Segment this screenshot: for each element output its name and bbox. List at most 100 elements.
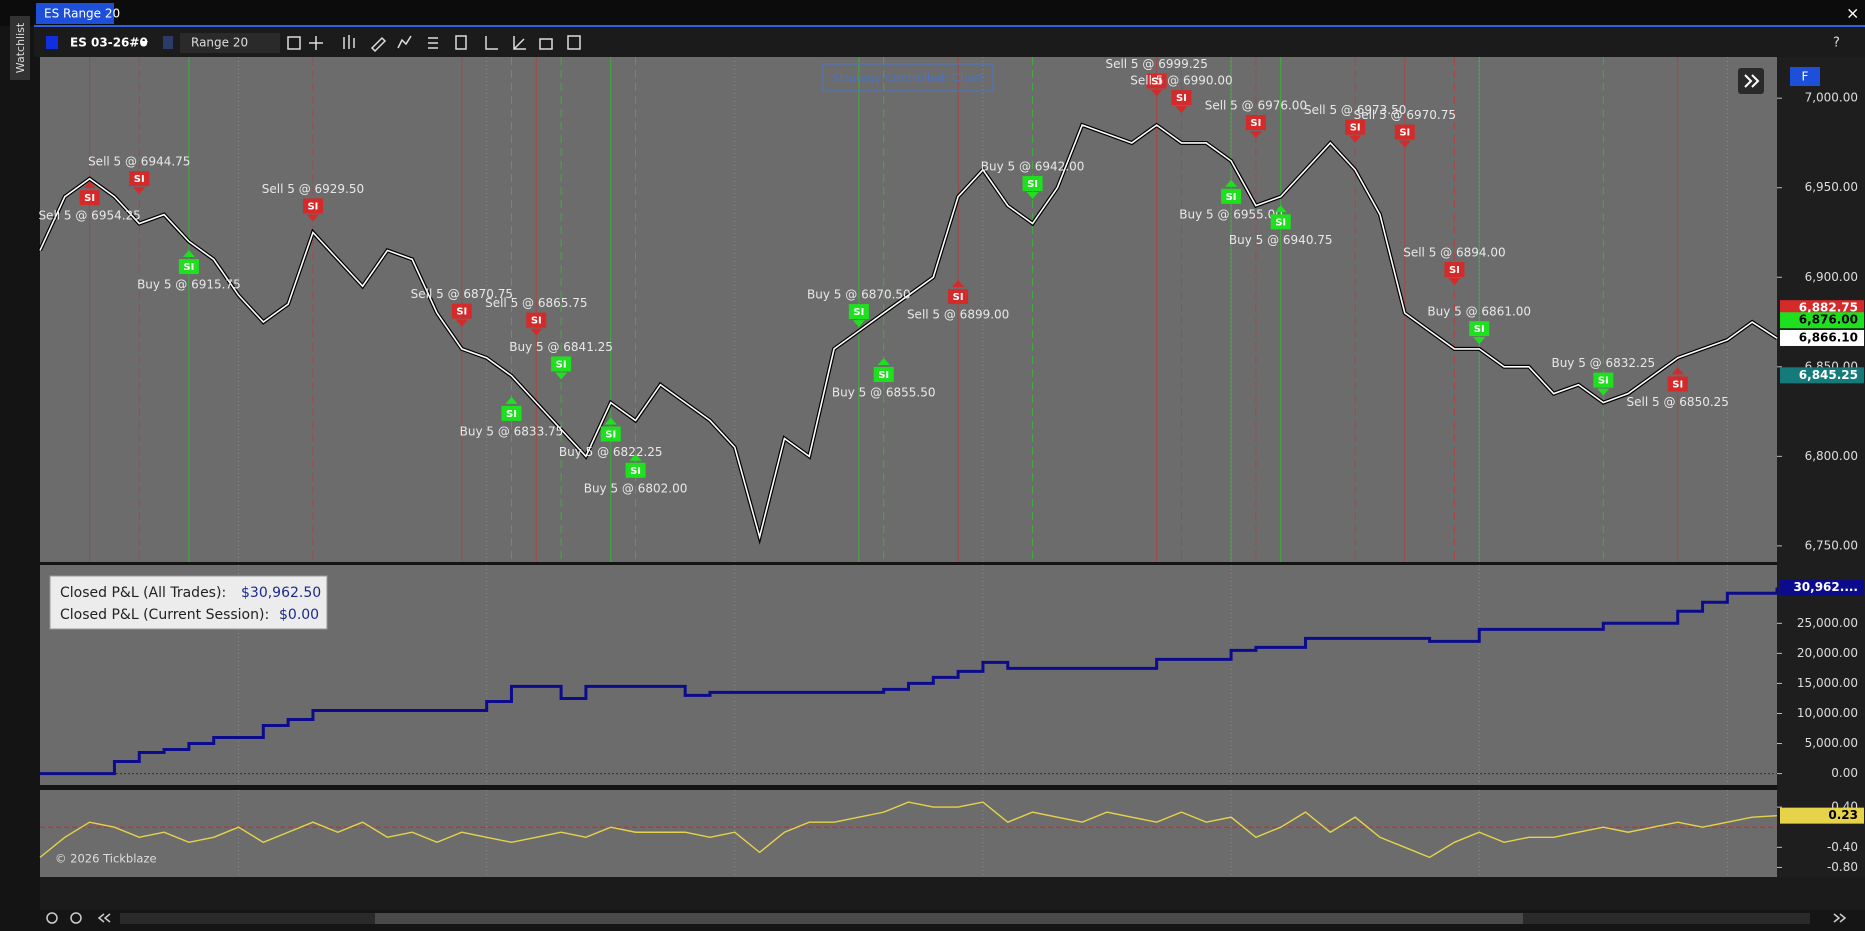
watchlist-tab[interactable] xyxy=(10,16,30,80)
close-button[interactable]: × xyxy=(1846,4,1859,23)
trade-label: Sell 5 @ 6899.00 xyxy=(907,308,1009,322)
trade-box xyxy=(1270,214,1291,230)
trade-label: Buy 5 @ 6822.25 xyxy=(559,445,663,459)
trade-marker-text: SI xyxy=(953,292,964,303)
trade-label: Buy 5 @ 6855.50 xyxy=(832,385,936,399)
f-label: F xyxy=(1802,70,1809,84)
trade-box xyxy=(526,312,547,328)
trade-box xyxy=(873,366,894,382)
help-button[interactable]: ? xyxy=(1833,36,1840,51)
trade-marker-text: SI xyxy=(1672,379,1683,390)
watchlist-label: Watchlist xyxy=(14,22,27,73)
trade-marker: SI Sell 5 @ 6976.00 xyxy=(1205,99,1307,139)
trade-arrow xyxy=(1150,89,1163,97)
scroll-controls[interactable] xyxy=(46,912,1847,924)
trade-marker-text: SI xyxy=(853,307,864,318)
bar-type-box[interactable] xyxy=(180,33,280,53)
trade-marker-text: SI xyxy=(1275,217,1286,228)
current-value-box xyxy=(1780,807,1864,824)
trade-marker-text: SI xyxy=(1176,93,1187,104)
trade-marker-text: SI xyxy=(1250,118,1261,129)
trade-marker-text: SI xyxy=(1449,265,1460,276)
f-button[interactable] xyxy=(1790,67,1820,86)
trade-marker-text: SI xyxy=(605,429,616,440)
current-value-label: 0.23 xyxy=(1828,808,1858,822)
toolbar-icons[interactable] xyxy=(287,35,581,53)
trade-marker-text: SI xyxy=(531,316,542,327)
trade-marker: SI Buy 5 @ 6802.00 xyxy=(584,453,687,495)
trade-marker: SI Buy 5 @ 6861.00 xyxy=(1427,305,1531,345)
trade-box xyxy=(848,304,869,320)
y-tick-label: -0.40 xyxy=(1827,840,1858,854)
scroll-thumb[interactable] xyxy=(375,913,1523,924)
trade-label: Sell 5 @ 6976.00 xyxy=(1205,99,1307,113)
trade-marker: SI Buy 5 @ 6940.75 xyxy=(1229,205,1333,247)
color-swatch[interactable] xyxy=(46,36,58,49)
trade-label: Buy 5 @ 6942.00 xyxy=(981,160,1085,174)
trade-marker: SI Buy 5 @ 6841.25 xyxy=(509,340,613,380)
pnl-label: Closed P&L (Current Session): xyxy=(60,607,269,623)
y-tick-label: 10,000.00 xyxy=(1797,706,1858,720)
trade-label: Buy 5 @ 6940.75 xyxy=(1229,233,1333,247)
trade-box xyxy=(79,190,100,206)
pnl-line xyxy=(40,587,1779,776)
trade-arrow xyxy=(1473,337,1486,345)
tab[interactable] xyxy=(36,3,114,24)
trade-marker: SI Buy 5 @ 6942.00 xyxy=(981,160,1085,200)
trade-marker: SI Sell 5 @ 6973.50 xyxy=(1304,103,1406,143)
trade-label: Sell 5 @ 6973.50 xyxy=(1304,103,1406,117)
trade-arrow xyxy=(133,187,146,195)
trade-arrow xyxy=(629,453,642,461)
y-tick-label: 0.00 xyxy=(1831,766,1858,780)
trade-marker: SI Buy 5 @ 6915.75 xyxy=(137,250,241,292)
trade-marker: SI Buy 5 @ 6955.00 xyxy=(1179,179,1283,221)
trade-marker-text: SI xyxy=(134,174,145,185)
bar-swatch[interactable] xyxy=(163,36,173,49)
series-line xyxy=(39,124,1778,541)
trade-label: Buy 5 @ 6861.00 xyxy=(1427,305,1531,319)
trade-label: Sell 5 @ 6850.25 xyxy=(1627,395,1729,409)
dropdown-arrow xyxy=(140,41,148,46)
expand-icon xyxy=(1744,74,1760,88)
trade-arrow xyxy=(1671,367,1684,375)
trade-marker: SI Buy 5 @ 6833.75 xyxy=(460,396,563,438)
title-bar xyxy=(0,0,1865,26)
trade-marker-text: SI xyxy=(1151,77,1162,88)
symbol-selector[interactable]: ES 03-26#0 xyxy=(70,36,148,50)
trade-arrow xyxy=(1349,135,1362,143)
pnl-panel xyxy=(40,565,1777,785)
trade-marker-text: SI xyxy=(556,359,567,370)
price-panel xyxy=(40,57,1777,562)
trade-marker-text: SI xyxy=(1027,179,1038,190)
trade-marker: SI Sell 5 @ 6899.00 xyxy=(907,280,1009,322)
trade-marker: SI Sell 5 @ 6865.75 xyxy=(485,296,587,336)
trade-marker-text: SI xyxy=(1226,192,1237,203)
trade-marker-text: SI xyxy=(307,201,318,212)
trade-box xyxy=(129,171,150,187)
trade-marker-text: SI xyxy=(878,370,889,381)
trade-marker-text: SI xyxy=(183,262,194,273)
trade-marker-text: SI xyxy=(1598,376,1609,387)
trade-arrow xyxy=(1398,140,1411,148)
toolbar xyxy=(34,28,1865,57)
sidebar xyxy=(0,27,34,931)
trade-label: Sell 5 @ 6954.25 xyxy=(38,209,140,223)
trade-box xyxy=(1022,176,1043,192)
y-tick-label: 6,900.00 xyxy=(1805,270,1858,284)
trade-marker: SI Sell 5 @ 6929.50 xyxy=(262,182,364,222)
trade-arrow xyxy=(604,417,617,425)
trade-label: Buy 5 @ 6832.25 xyxy=(1551,356,1655,370)
trade-marker: SI Sell 5 @ 6870.75 xyxy=(411,287,513,327)
trade-box xyxy=(1394,124,1415,140)
trade-marker-text: SI xyxy=(1399,128,1410,139)
trade-box xyxy=(1345,119,1366,135)
y-tick-label: -0.80 xyxy=(1827,860,1858,874)
trade-arrow xyxy=(306,214,319,222)
trade-marker: SI Sell 5 @ 6999.25 xyxy=(1105,57,1208,97)
trade-box xyxy=(551,356,572,372)
trade-arrow xyxy=(952,280,965,288)
trade-marker: SI Buy 5 @ 6855.50 xyxy=(832,357,936,399)
window-border xyxy=(34,25,1865,27)
current-value-label: 30,962.... xyxy=(1793,580,1858,594)
